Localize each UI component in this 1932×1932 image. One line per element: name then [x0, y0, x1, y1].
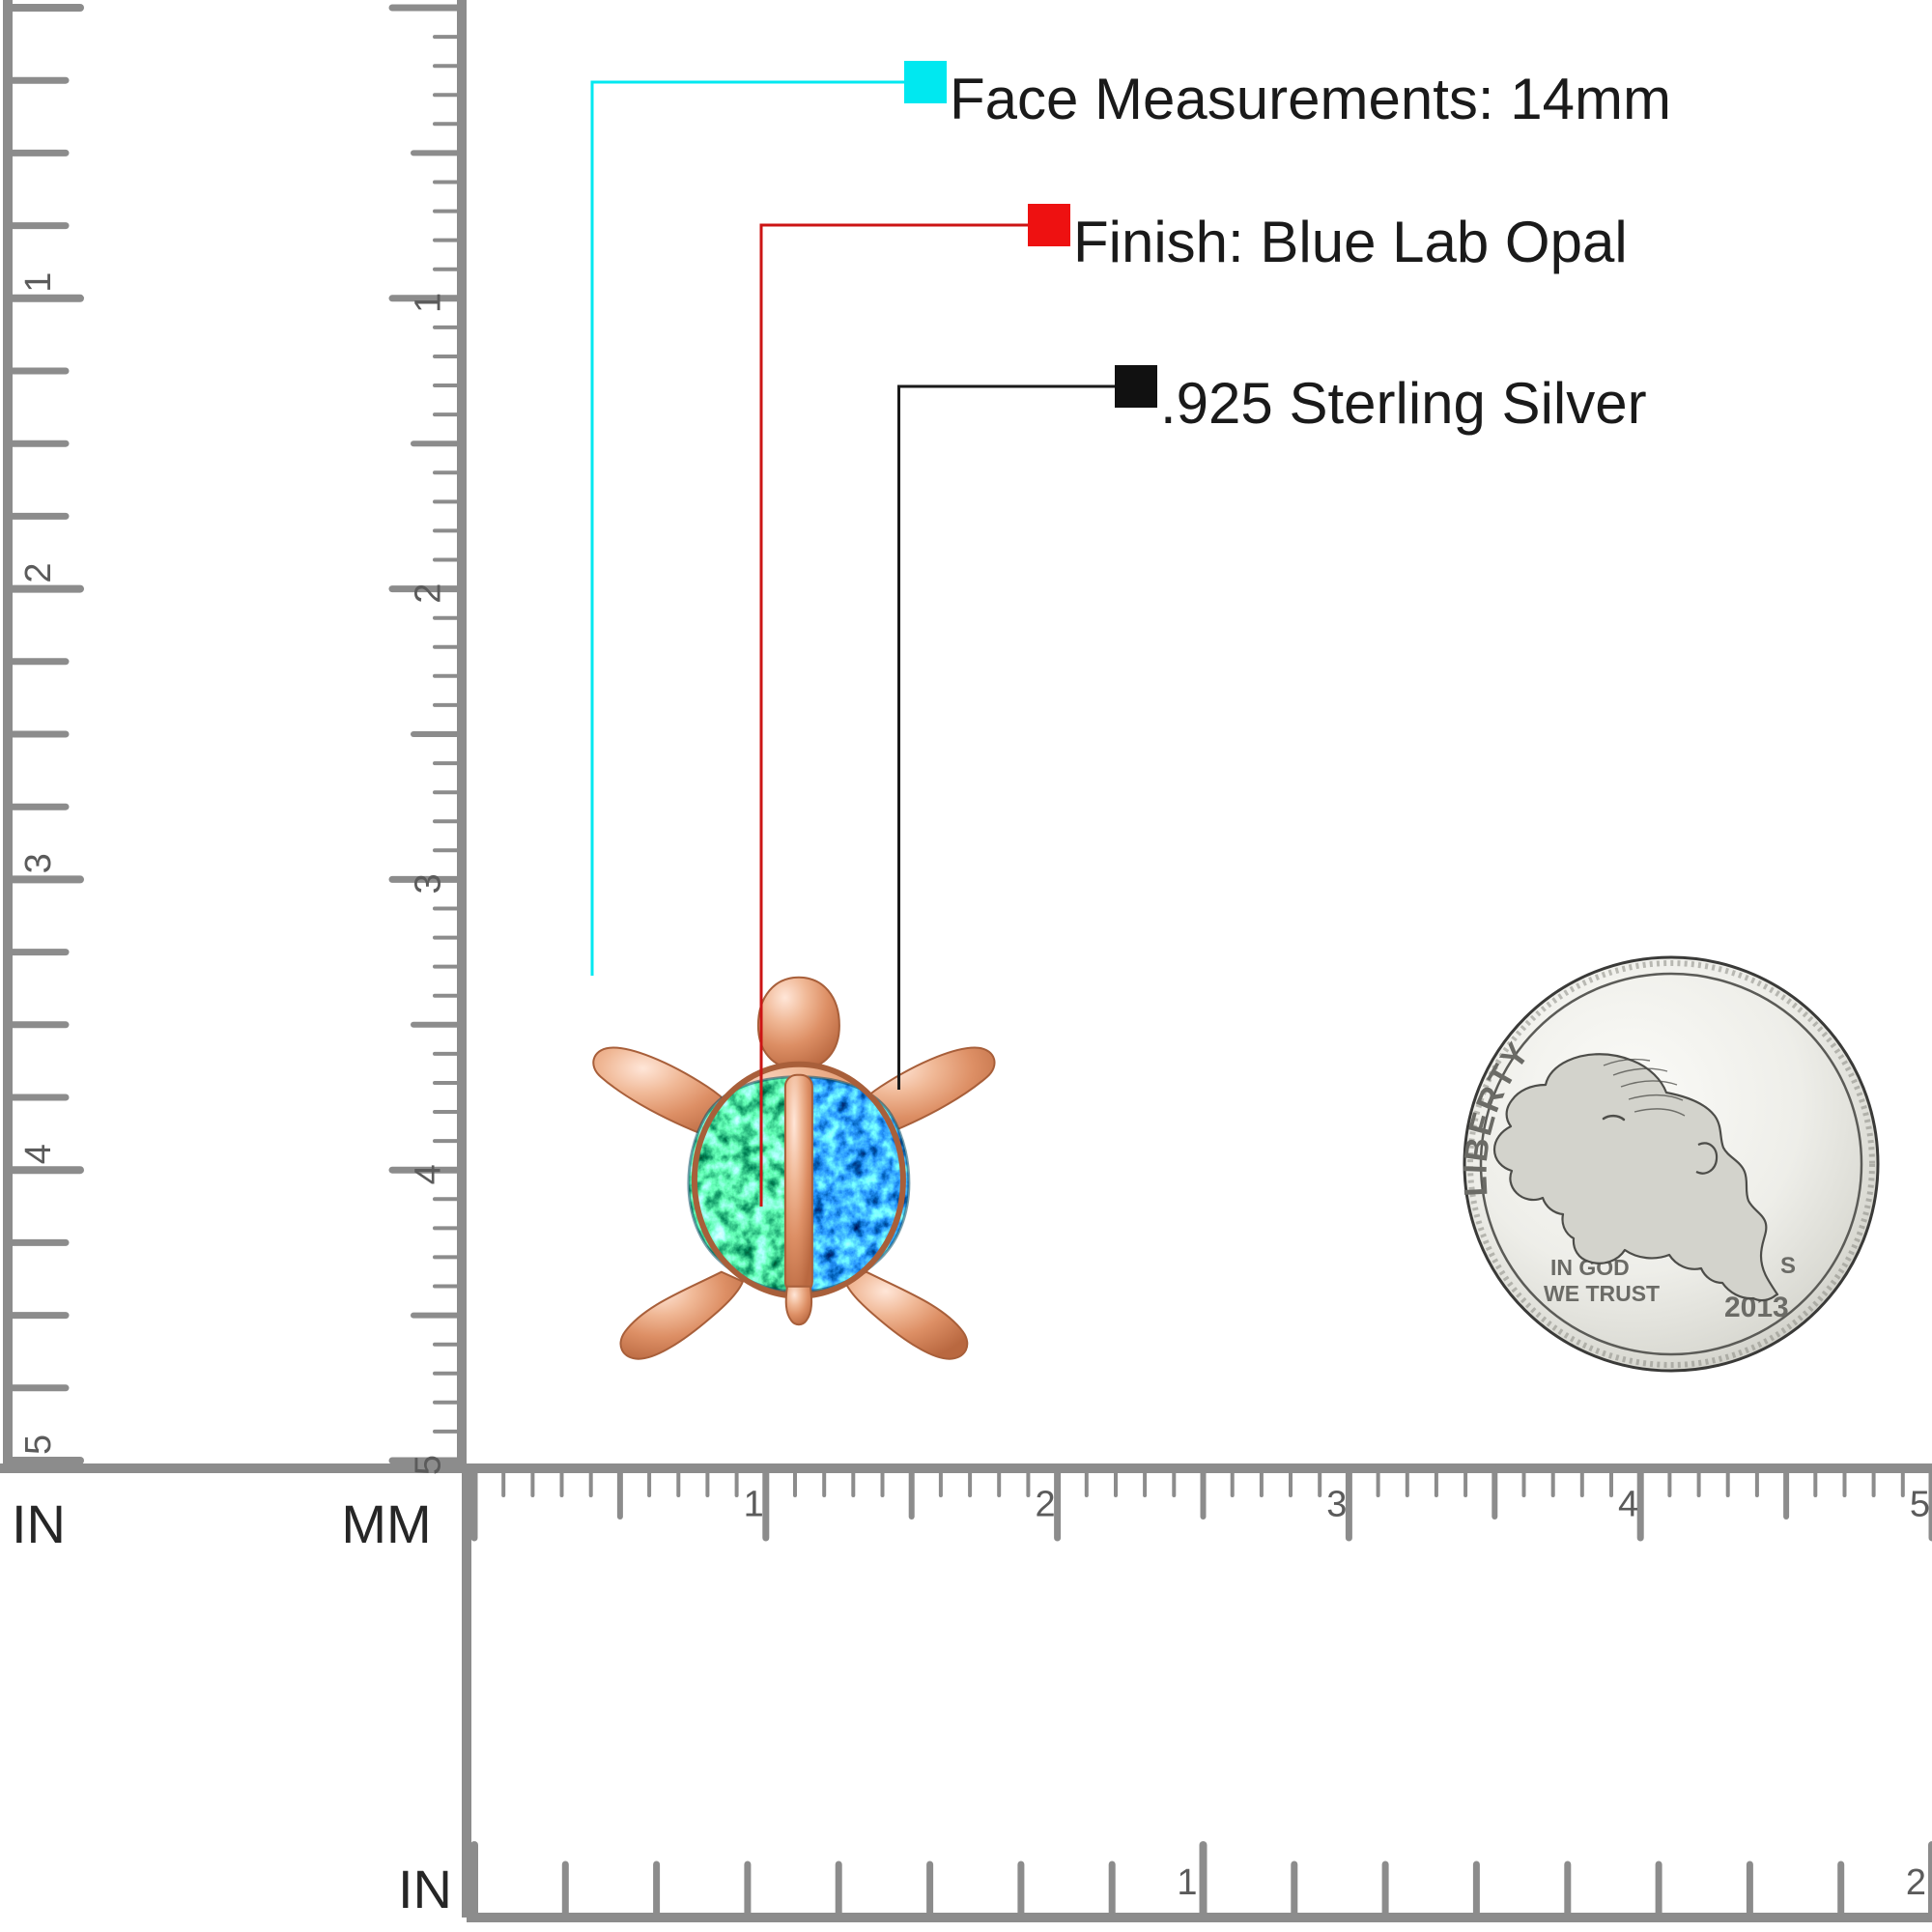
svg-text:2: 2 — [1906, 1862, 1926, 1903]
svg-text:IN: IN — [12, 1493, 66, 1554]
svg-text:3: 3 — [1326, 1485, 1347, 1525]
svg-text:4: 4 — [18, 1144, 59, 1164]
svg-text:5: 5 — [1910, 1485, 1930, 1525]
svg-text:.925 Sterling Silver: .925 Sterling Silver — [1160, 371, 1647, 436]
svg-text:2: 2 — [409, 583, 449, 604]
svg-text:2: 2 — [18, 562, 59, 582]
svg-text:3: 3 — [18, 853, 59, 873]
svg-text:1: 1 — [744, 1485, 764, 1525]
svg-text:4: 4 — [409, 1164, 449, 1184]
svg-text:S: S — [1780, 1253, 1796, 1279]
svg-text:IN: IN — [398, 1859, 452, 1919]
svg-text:MM: MM — [341, 1493, 431, 1554]
svg-text:5: 5 — [18, 1435, 59, 1455]
svg-text:1: 1 — [409, 293, 449, 313]
svg-text:WE TRUST: WE TRUST — [1544, 1281, 1660, 1306]
svg-text:5: 5 — [409, 1455, 449, 1475]
svg-text:4: 4 — [1618, 1485, 1638, 1525]
svg-text:1: 1 — [1177, 1862, 1197, 1903]
svg-text:Face Measurements: 14mm: Face Measurements: 14mm — [950, 67, 1671, 131]
svg-text:3: 3 — [409, 873, 449, 894]
svg-text:Finish: Blue Lab Opal: Finish: Blue Lab Opal — [1073, 210, 1628, 274]
svg-text:2: 2 — [1035, 1485, 1055, 1525]
svg-text:1: 1 — [18, 272, 59, 293]
